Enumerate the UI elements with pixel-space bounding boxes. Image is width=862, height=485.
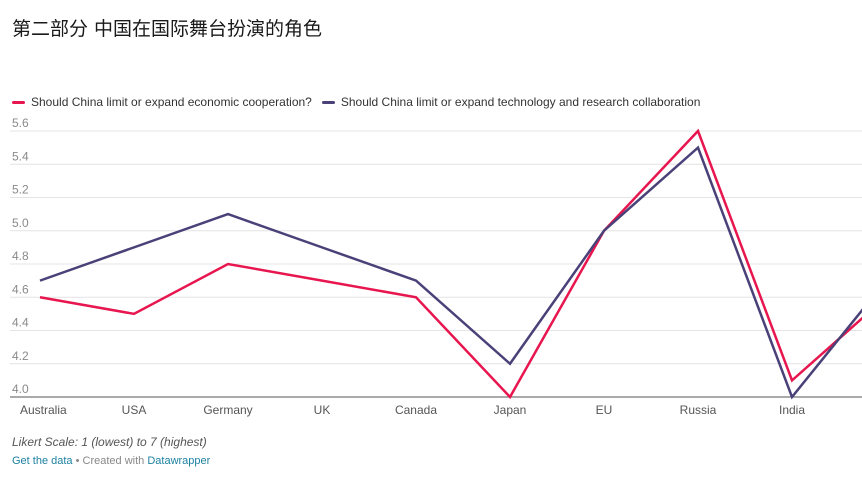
y-tick-label: 4.8 <box>12 249 29 263</box>
footer: Get the data • Created with Datawrapper <box>12 455 210 467</box>
y-tick-label: 5.0 <box>12 216 29 230</box>
legend-item-technology: Should China limit or expand technology … <box>321 95 701 109</box>
get-data-link[interactable]: Get the data <box>12 455 73 467</box>
legend-item-economic: Should China limit or expand economic co… <box>12 95 312 109</box>
series-line-technology <box>39 145 862 400</box>
legend-label-economic: Should China limit or expand economic co… <box>31 95 312 109</box>
legend: Should China limit or expand economic co… <box>12 95 710 109</box>
line-chart: 4.0 4.2 4.4 4.6 4.8 5.0 5.2 5.4 5.6 Australia USA G… <box>10 116 862 417</box>
chart-title: 第二部分 中国在国际舞台扮演的角色 <box>12 18 323 40</box>
x-tick-label: Japan <box>494 403 527 417</box>
y-tick-label: 4.0 <box>12 382 29 396</box>
y-tick-label: 5.2 <box>12 183 29 197</box>
x-tick-label: India <box>779 403 805 417</box>
x-tick-label: Germany <box>203 403 252 417</box>
y-tick-label: 5.4 <box>12 149 29 163</box>
y-tick-label: 5.6 <box>12 116 29 130</box>
series-line-economic <box>39 128 862 400</box>
datawrapper-link[interactable]: Datawrapper <box>147 455 211 467</box>
x-tick-label: EU <box>596 403 613 417</box>
x-tick-label: USA <box>122 403 147 417</box>
y-tick-label: 4.2 <box>12 349 29 363</box>
x-tick-label: Australia <box>20 403 67 417</box>
y-tick-label: 4.6 <box>12 282 29 296</box>
x-tick-label: Russia <box>680 403 717 417</box>
footer-separator: • Created with <box>72 455 148 467</box>
x-tick-label: Canada <box>395 403 437 417</box>
x-tick-label: UK <box>314 403 331 417</box>
legend-label-technology: Should China limit or expand technology … <box>340 95 701 109</box>
legend-swatch-economic <box>12 100 25 104</box>
legend-swatch-technology <box>321 100 335 104</box>
y-tick-label: 4.4 <box>12 316 29 330</box>
scale-note: Likert Scale: 1 (lowest) to 7 (highest) <box>12 435 207 449</box>
